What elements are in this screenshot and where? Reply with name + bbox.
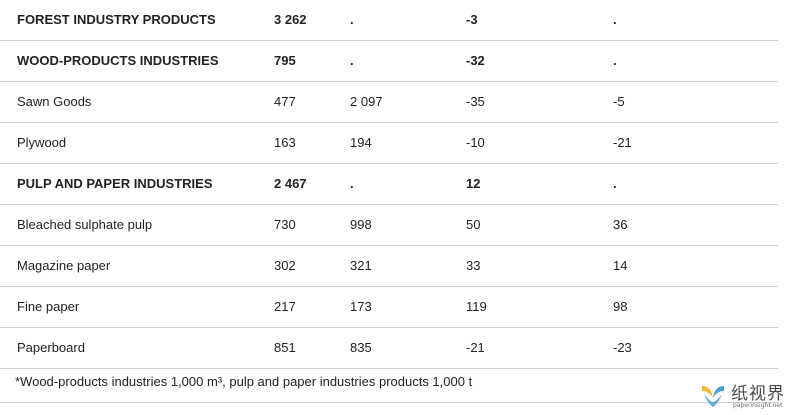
row-value-3: -35 [466, 94, 485, 109]
row-value-2: 998 [350, 217, 372, 232]
row-value-1: 477 [274, 94, 296, 109]
row-value-4: 98 [613, 299, 628, 314]
row-value-2: 321 [350, 258, 372, 273]
row-value-3: -32 [466, 53, 485, 68]
table-row-bleached-sulphate-pulp: Bleached sulphate pulp 730 998 50 36 [0, 205, 778, 246]
row-value-3: -3 [466, 12, 478, 27]
row-value-4: . [613, 12, 617, 27]
row-label: Paperboard [17, 340, 85, 355]
row-label: FOREST INDUSTRY PRODUCTS [17, 12, 216, 27]
paperinsight-logo-icon [702, 386, 724, 407]
row-value-1: 3 262 [274, 12, 307, 27]
row-value-4: 36 [613, 217, 628, 232]
row-value-2: . [350, 176, 354, 191]
row-value-2: 2 097 [350, 94, 383, 109]
row-value-3: 50 [466, 217, 481, 232]
row-label: Fine paper [17, 299, 80, 314]
table-row-wood-products-industries: WOOD-PRODUCTS INDUSTRIES 795 . -32 . [0, 41, 778, 82]
watermark-url: paperinsight.net [733, 402, 783, 409]
row-value-2: 835 [350, 340, 372, 355]
row-value-3: 12 [466, 176, 481, 191]
table-row-forest-industry-products: FOREST INDUSTRY PRODUCTS 3 262 . -3 . [0, 0, 778, 41]
row-value-4: . [613, 53, 617, 68]
watermark-text: 纸视界 [731, 384, 785, 404]
row-value-2: . [350, 12, 354, 27]
row-label: Bleached sulphate pulp [17, 217, 153, 232]
row-value-4: -5 [613, 94, 625, 109]
table-row-pulp-and-paper-industries: PULP AND PAPER INDUSTRIES 2 467 . 12 . [0, 164, 778, 205]
table-row-fine-paper: Fine paper 217 173 119 98 [0, 287, 778, 328]
table-row-magazine-paper: Magazine paper 302 321 33 14 [0, 246, 778, 287]
row-value-4: . [613, 176, 617, 191]
row-value-4: -23 [613, 340, 632, 355]
row-label: WOOD-PRODUCTS INDUSTRIES [17, 53, 219, 68]
table-row-sawn-goods: Sawn Goods 477 2 097 -35 -5 [0, 82, 778, 123]
row-value-1: 2 467 [274, 176, 307, 191]
row-value-2: . [350, 53, 354, 68]
row-label: PULP AND PAPER INDUSTRIES [17, 176, 213, 191]
row-value-2: 194 [350, 135, 372, 150]
row-value-1: 163 [274, 135, 296, 150]
table-footnote: *Wood-products industries 1,000 m³, pulp… [0, 362, 778, 403]
row-value-1: 302 [274, 258, 296, 273]
row-label: Magazine paper [17, 258, 111, 273]
table-row-plywood: Plywood 163 194 -10 -21 [0, 123, 778, 164]
data-table: FOREST INDUSTRY PRODUCTS 3 262 . -3 . WO… [0, 0, 778, 369]
row-value-4: 14 [613, 258, 628, 273]
row-value-1: 217 [274, 299, 296, 314]
row-label: Sawn Goods [17, 94, 92, 109]
row-value-4: -21 [613, 135, 632, 150]
footnote-text: *Wood-products industries 1,000 m³, pulp… [15, 374, 473, 389]
row-value-3: -21 [466, 340, 485, 355]
row-value-3: 33 [466, 258, 481, 273]
row-value-1: 730 [274, 217, 296, 232]
row-value-3: -10 [466, 135, 485, 150]
row-value-1: 795 [274, 53, 296, 68]
row-value-1: 851 [274, 340, 296, 355]
watermark-logo: 纸视界 paperinsight.net [698, 378, 797, 415]
row-value-3: 119 [466, 299, 487, 314]
row-value-2: 173 [350, 299, 372, 314]
table-row-paperboard: Paperboard 851 835 -21 -23 [0, 328, 778, 369]
row-label: Plywood [17, 135, 67, 150]
